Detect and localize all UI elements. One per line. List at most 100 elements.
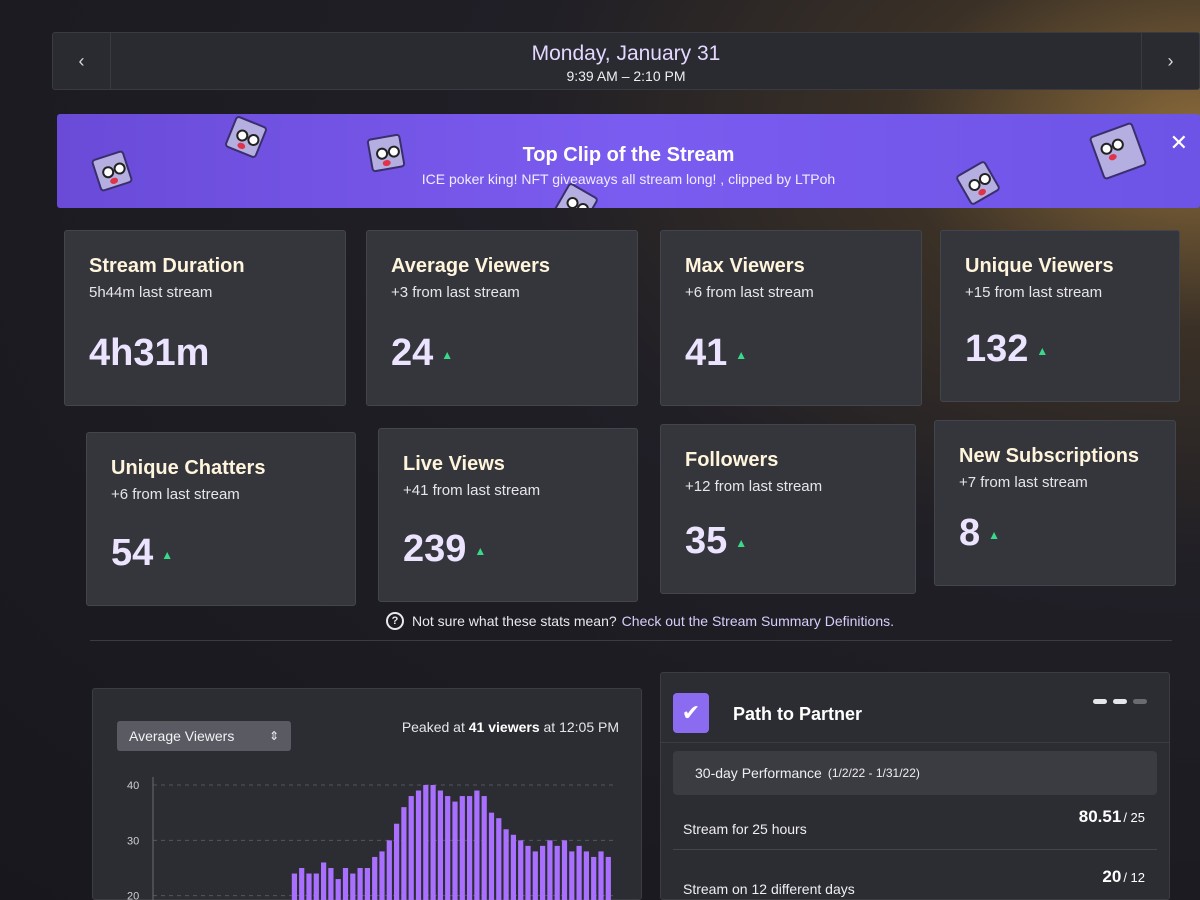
stat-value: 8 ▲ (959, 512, 1000, 555)
chart-bar[interactable] (540, 845, 546, 900)
chart-metric-label: Average Viewers (129, 728, 235, 744)
peak-value: 41 viewers (468, 719, 540, 735)
chart-bar[interactable] (386, 840, 392, 900)
chart-bar[interactable] (306, 873, 312, 900)
chart-bar[interactable] (496, 818, 502, 900)
close-icon[interactable]: ✕ (1169, 130, 1188, 155)
chart-bar[interactable] (335, 879, 341, 900)
chart-bar[interactable] (474, 790, 480, 900)
stat-value-text: 35 (685, 520, 728, 562)
goal-progress: 20/ 12 (1102, 867, 1145, 887)
chart-bar[interactable] (591, 856, 597, 900)
y-tick-label: 30 (127, 835, 139, 847)
performance-range: (1/2/22 - 1/31/22) (827, 766, 920, 780)
performance-label: 30-day Performance (695, 765, 822, 781)
checkmark-icon: ✔ (673, 693, 709, 733)
chart-bar[interactable] (532, 851, 538, 900)
chart-bar[interactable] (313, 873, 319, 900)
chart-bar[interactable] (321, 862, 327, 900)
chart-bar[interactable] (328, 868, 334, 900)
chevron-left-icon[interactable]: ‹ (53, 33, 111, 89)
chart-bar[interactable] (467, 796, 473, 900)
peak-suffix: at 12:05 PM (543, 719, 620, 735)
goal-row: Stream for 25 hours 80.51/ 25 (683, 807, 1153, 837)
date-display: Monday, January 31 9:39 AM – 2:10 PM (53, 42, 1199, 84)
goal-target: / 12 (1123, 870, 1145, 885)
goal-value: 80.51 (1078, 807, 1122, 826)
top-clip-banner[interactable]: Top Clip of the Stream ICE poker king! N… (57, 114, 1200, 208)
chart-bar[interactable] (488, 812, 495, 900)
stat-card-live-views: Live Views +41 from last stream 239 ▲ (378, 428, 638, 602)
chart-bar[interactable] (481, 796, 487, 900)
stat-title: Live Views (403, 453, 505, 475)
viewers-chart-panel: Average Viewers ⇕ Peaked at 41 viewers a… (92, 688, 642, 900)
chart-bar[interactable] (342, 868, 349, 900)
chevron-right-icon[interactable]: › (1141, 33, 1199, 89)
banner-title: Top Clip of the Stream (522, 144, 735, 166)
goal-row: Stream on 12 different days 20/ 12 (683, 867, 1153, 897)
chart-bar[interactable] (408, 796, 414, 900)
chart-bar[interactable] (291, 873, 297, 900)
stat-value-text: 24 (391, 332, 434, 374)
trend-up-icon: ▲ (988, 527, 1001, 542)
trend-up-icon: ▲ (441, 347, 454, 362)
partner-title: Path to Partner (733, 704, 863, 724)
chart-bar[interactable] (561, 840, 568, 900)
section-divider (90, 640, 1172, 641)
chart-bar[interactable] (554, 845, 560, 900)
carousel-dots[interactable] (1093, 699, 1147, 704)
carousel-dot[interactable] (1093, 699, 1107, 704)
chart-bar[interactable] (364, 868, 370, 900)
chart-bar[interactable] (372, 856, 378, 900)
stat-value-text: 239 (403, 528, 467, 570)
chart-bar[interactable] (459, 796, 465, 900)
stat-comparison: +15 from last stream (965, 284, 1103, 301)
trend-up-icon: ▲ (474, 543, 487, 558)
chart-bar[interactable] (547, 840, 553, 900)
chart-bar[interactable] (415, 790, 422, 900)
trend-up-icon: ▲ (735, 535, 748, 550)
stat-card-average-viewers: Average Viewers +3 from last stream 24 ▲ (366, 230, 638, 406)
stream-summary-definitions-link[interactable]: Check out the Stream Summary Definitions… (621, 613, 895, 629)
stats-help: ? Not sure what these stats mean? Check … (386, 612, 894, 630)
chart-bar[interactable] (510, 834, 516, 900)
chart-bar[interactable] (583, 851, 589, 900)
stat-value: 35 ▲ (685, 520, 747, 563)
stat-comparison: +6 from last stream (111, 486, 240, 503)
carousel-dot[interactable] (1133, 699, 1147, 704)
chart-bar[interactable] (598, 851, 604, 900)
chart-bar[interactable] (452, 801, 458, 900)
chart-metric-select[interactable]: Average Viewers ⇕ (117, 721, 291, 751)
chart-bar[interactable] (605, 856, 611, 900)
chart-bar[interactable] (350, 873, 356, 900)
chart-bar[interactable] (379, 851, 385, 900)
stat-card-unique-viewers: Unique Viewers +15 from last stream 132 ▲ (940, 230, 1180, 402)
stat-value: 54 ▲ (111, 532, 173, 575)
stream-date: Monday, January 31 (531, 42, 721, 65)
chart-bar[interactable] (576, 845, 582, 900)
chart-bar[interactable] (569, 851, 575, 900)
chart-bar[interactable] (445, 796, 451, 900)
carousel-dot[interactable] (1113, 699, 1127, 704)
chart-bar[interactable] (401, 807, 407, 900)
chart-bar[interactable] (503, 829, 509, 900)
stat-value-text: 54 (111, 532, 154, 574)
stat-comparison: +12 from last stream (685, 478, 823, 495)
y-tick-label: 40 (127, 780, 139, 792)
chart-bar[interactable] (525, 845, 531, 900)
chart-bar[interactable] (437, 790, 443, 900)
chart-bar[interactable] (299, 868, 305, 900)
stat-card-unique-chatters: Unique Chatters +6 from last stream 54 ▲ (86, 432, 356, 606)
stat-value-text: 41 (685, 332, 728, 374)
chart-bar[interactable] (394, 823, 400, 900)
chart-bar[interactable] (430, 785, 436, 900)
chart-bar[interactable] (518, 840, 524, 900)
clip-description[interactable]: ICE poker king! NFT giveaways all stream… (421, 171, 836, 187)
stat-comparison: +6 from last stream (685, 284, 814, 301)
viewers-bar-chart: 40 30 20 (127, 777, 613, 900)
stat-card-stream-duration: Stream Duration 5h44m last stream 4h31m (64, 230, 346, 406)
trend-up-icon: ▲ (735, 347, 748, 362)
chart-bar[interactable] (423, 785, 429, 900)
date-header: ‹ Monday, January 31 9:39 AM – 2:10 PM › (52, 32, 1200, 90)
chart-bar[interactable] (357, 868, 363, 900)
